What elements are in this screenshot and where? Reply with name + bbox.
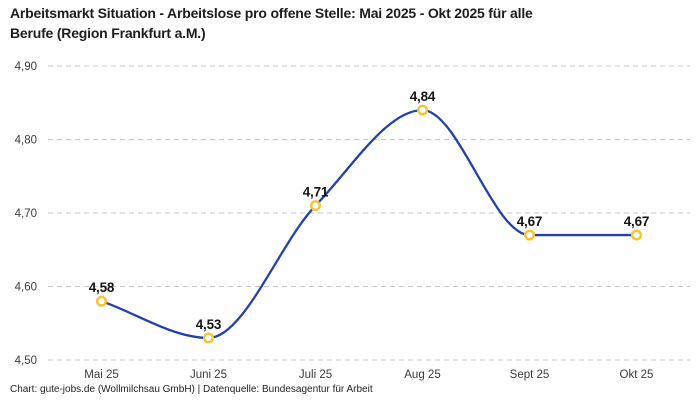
y-axis-tick-label: 4,60 <box>15 282 37 294</box>
data-point-marker <box>524 229 536 241</box>
x-axis-tick-label: Sept 25 <box>510 369 550 381</box>
x-axis-tick-label: Okt 25 <box>620 369 654 381</box>
data-point-label: 4,67 <box>517 214 542 229</box>
data-point-label: 4,53 <box>196 317 222 332</box>
y-axis-tick-label: 4,70 <box>15 208 37 220</box>
data-point-marker <box>95 295 107 307</box>
series-line <box>100 108 638 340</box>
y-axis-tick-label: 4,50 <box>15 355 37 367</box>
data-point-label: 4,71 <box>303 185 329 200</box>
chart-title: Arbeitsmarkt Situation - Arbeitslose pro… <box>10 5 533 41</box>
x-axis-tick-label: Juli 25 <box>299 369 332 381</box>
data-point-marker <box>202 332 214 344</box>
x-axis-tick-label: Aug 25 <box>404 369 440 381</box>
data-point-label: 4,58 <box>89 280 115 295</box>
y-axis-tick-label: 4,90 <box>15 61 37 73</box>
y-axis-tick-label: 4,80 <box>15 135 37 147</box>
data-point-label: 4,84 <box>410 89 436 104</box>
data-point-label: 4,67 <box>624 214 649 229</box>
data-point-marker <box>310 200 322 212</box>
x-axis-tick-label: Juni 25 <box>190 369 227 381</box>
chart-footer-credit: Chart: gute-jobs.de (Wollmilchsau GmbH) … <box>10 384 373 395</box>
x-axis-tick-label: Mai 25 <box>84 369 119 381</box>
data-point-marker <box>417 104 429 116</box>
data-point-marker <box>631 229 643 241</box>
